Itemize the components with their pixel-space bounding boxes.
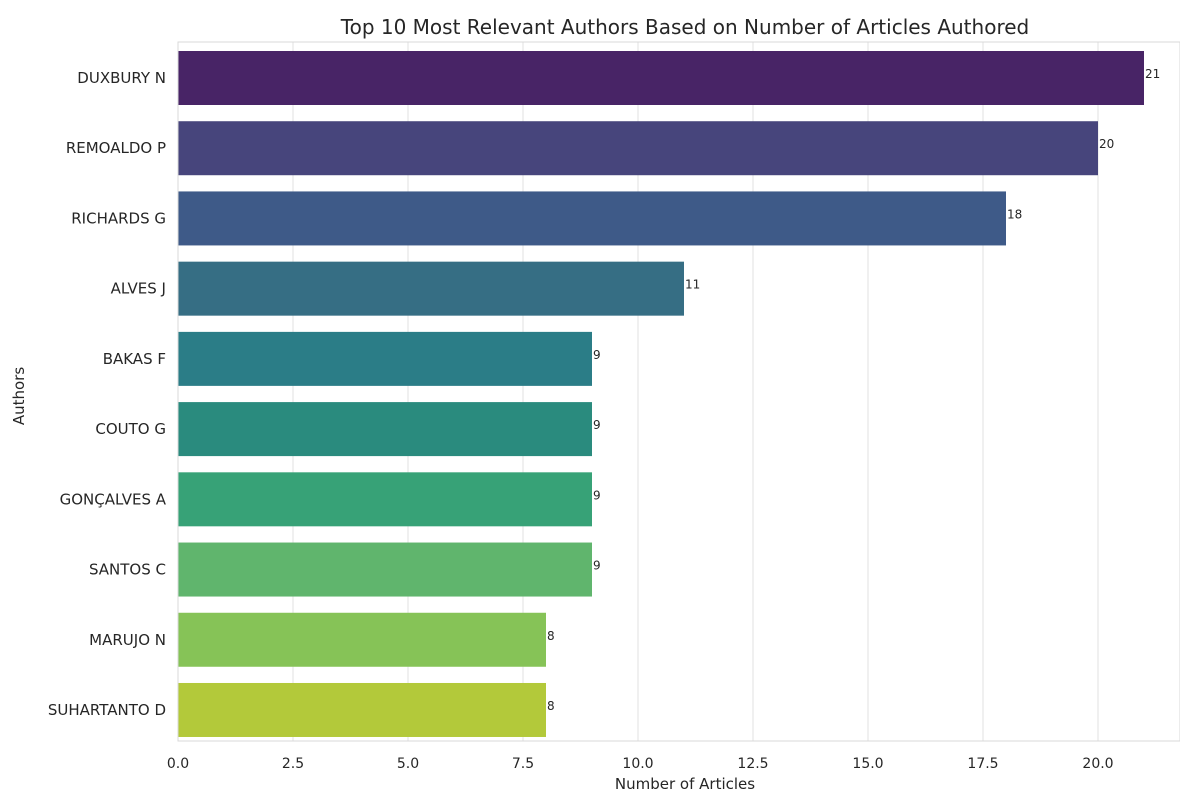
bar-value-label: 9 (593, 559, 601, 573)
bar (178, 402, 592, 457)
y-axis-categories: DUXBURY N REMOALDO P RICHARDS G ALVES J BAKA… (48, 69, 167, 719)
y-category-label: REMOALDO P (66, 139, 166, 157)
bar (178, 472, 592, 527)
bar (178, 191, 1006, 246)
bar (178, 542, 592, 597)
x-tick-label: 17.5 (967, 756, 998, 772)
bar (178, 121, 1098, 176)
bar (178, 261, 684, 316)
bar-value-label: 11 (685, 278, 700, 292)
bars (178, 51, 1144, 737)
bar-value-label: 9 (593, 418, 601, 432)
y-category-label: MARUJO N (89, 631, 166, 649)
bar (178, 51, 1144, 105)
x-axis-ticks: 0.0 2.5 5.0 7.5 10.0 12.5 15.0 17.5 20.0 (167, 756, 1114, 772)
x-tick-label: 2.5 (282, 756, 304, 772)
chart-title: Top 10 Most Relevant Authors Based on Nu… (340, 15, 1029, 39)
bar (178, 331, 592, 386)
x-tick-label: 10.0 (622, 756, 653, 772)
y-category-label: SUHARTANTO D (48, 701, 166, 719)
y-category-label: DUXBURY N (77, 69, 166, 87)
x-tick-label: 7.5 (512, 756, 534, 772)
x-axis-label: Number of Articles (615, 775, 755, 791)
y-category-label: BAKAS F (103, 350, 166, 368)
y-category-label: ALVES J (111, 280, 166, 298)
x-tick-label: 12.5 (737, 756, 768, 772)
y-axis-label: Authors (10, 367, 28, 426)
bar-value-label: 20 (1099, 137, 1114, 151)
x-tick-label: 0.0 (167, 756, 189, 772)
bar (178, 612, 546, 667)
y-category-label: SANTOS C (89, 561, 166, 579)
y-category-label: RICHARDS G (71, 209, 166, 227)
bar-value-label: 9 (593, 348, 601, 362)
bar-value-label: 8 (547, 629, 555, 643)
data-labels: 21 20 18 11 9 9 9 9 8 8 (547, 67, 1160, 713)
y-category-label: COUTO G (95, 420, 166, 438)
y-category-label: GONÇALVES A (60, 490, 167, 508)
x-tick-label: 15.0 (852, 756, 883, 772)
x-tick-label: 20.0 (1082, 756, 1113, 772)
bar-value-label: 8 (547, 699, 555, 713)
plot-frame (177, 41, 1180, 742)
bar (178, 682, 546, 737)
bar-value-label: 21 (1145, 67, 1160, 81)
bar-value-label: 18 (1007, 207, 1022, 221)
x-tick-label: 5.0 (397, 756, 419, 772)
bar-value-label: 9 (593, 488, 601, 502)
